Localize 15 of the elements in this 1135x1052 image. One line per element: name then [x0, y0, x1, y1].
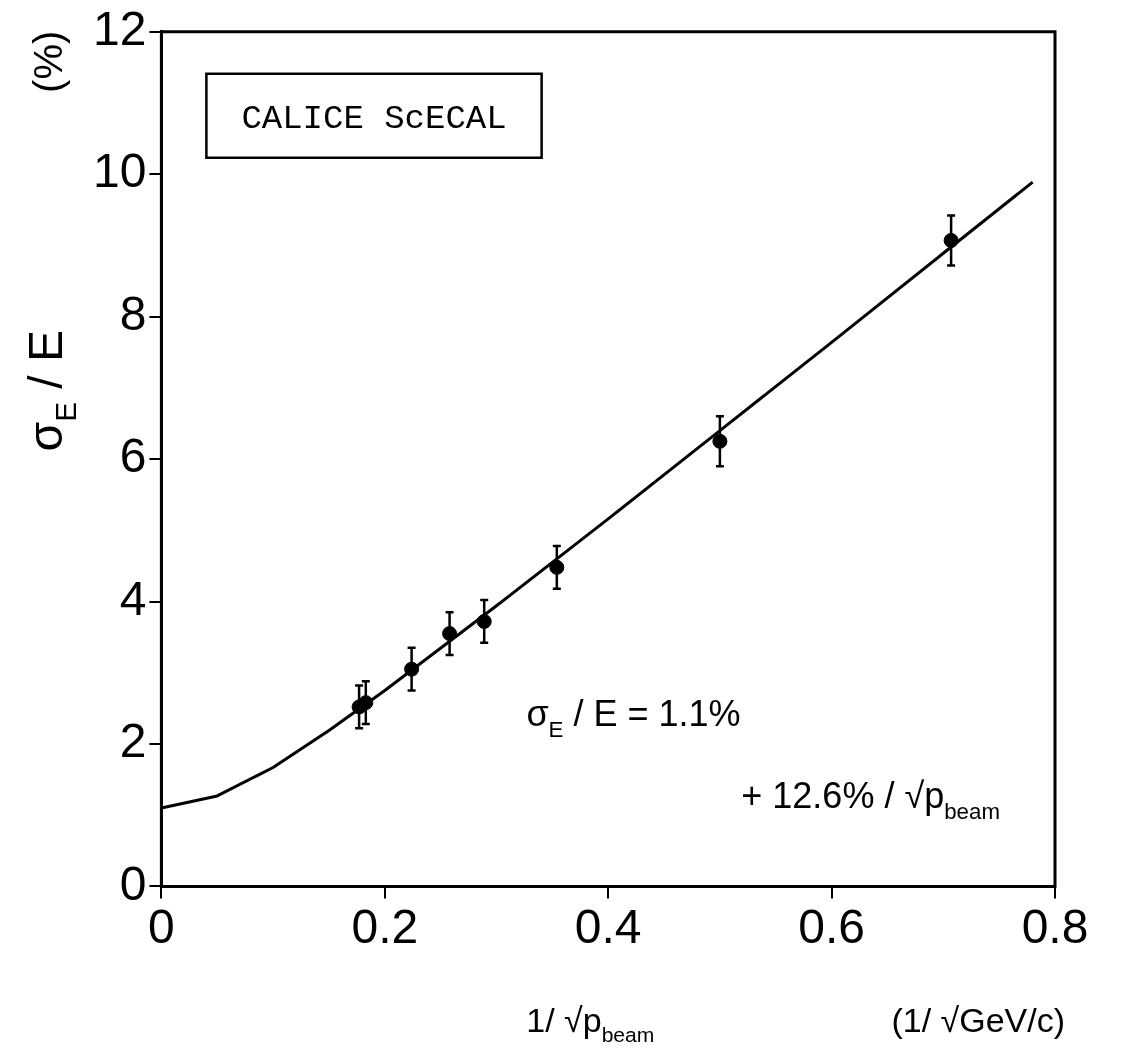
x-tick-label: 0.4: [574, 900, 642, 954]
annotation: CALICE ScECAL: [241, 99, 507, 138]
x-tick-label: 0.2: [351, 900, 419, 954]
y-tick-label: 8: [119, 286, 147, 340]
text: (%): [26, 30, 70, 93]
y-tick-label: 12: [93, 2, 147, 56]
y-tick-label: 2: [119, 714, 147, 768]
x-tick-label: 0.6: [798, 900, 865, 954]
y-tick-label: 0: [119, 856, 147, 910]
y-axis-title: σE / E: [19, 329, 83, 452]
y-tick-label: 4: [119, 571, 147, 625]
x-tick-label: 0.8: [1021, 900, 1089, 954]
text: (1/ √GeV/c): [891, 1001, 1066, 1039]
y-tick-label: 6: [119, 429, 147, 483]
y-tick-label: 10: [93, 144, 147, 198]
